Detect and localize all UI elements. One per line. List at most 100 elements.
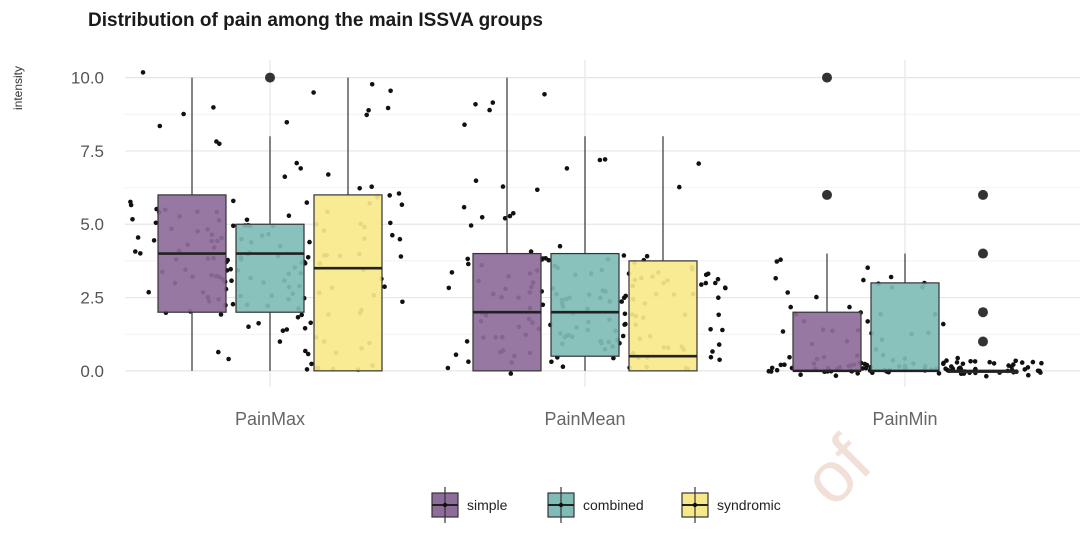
jitter-point (622, 311, 628, 317)
jitter-point (716, 342, 722, 347)
jitter-point (773, 276, 778, 281)
jitter-point (540, 302, 546, 308)
jitter-point (1019, 360, 1025, 365)
jitter-point (280, 328, 286, 334)
jitter-point (696, 161, 701, 166)
jitter-point (677, 184, 682, 190)
jitter-point (949, 364, 954, 369)
jitter-point (788, 304, 793, 310)
jitter-point (703, 280, 709, 286)
jitter-point (466, 261, 471, 267)
jitter-point (1026, 372, 1031, 378)
jitter-point (226, 356, 231, 362)
jitter-point (619, 299, 624, 304)
jitter-point (388, 88, 393, 94)
jitter-point (1013, 358, 1018, 364)
y-tick-label: 7.5 (80, 142, 104, 161)
jitter-point (535, 187, 540, 193)
jitter-point (708, 354, 714, 360)
jitter-point (611, 355, 616, 361)
jitter-point (244, 217, 250, 223)
jitter-point (303, 348, 308, 354)
outlier-point (822, 189, 832, 200)
jitter-point (382, 284, 387, 290)
chart-title: Distribution of pain among the main ISSV… (88, 10, 543, 31)
jitter-point (888, 274, 894, 280)
jitter-point (782, 362, 787, 368)
y-tick-label: 5.0 (80, 215, 104, 234)
jitter-point (621, 253, 627, 258)
jitter-point (399, 202, 405, 207)
y-tick-label: 0.0 (80, 362, 104, 381)
jitter-point (508, 371, 514, 376)
jitter-point (774, 259, 780, 264)
jitter-point (286, 213, 292, 218)
jitter-point (722, 285, 728, 291)
outlier-point (978, 336, 988, 347)
jitter-point (1022, 367, 1028, 372)
jitter-point (941, 361, 946, 367)
jitter-point (622, 295, 627, 301)
jitter-point (941, 321, 946, 327)
jitter-point (991, 361, 997, 366)
jitter-point (560, 364, 566, 370)
jitter-point (473, 178, 479, 183)
jitter-point (528, 249, 534, 254)
jitter-point (218, 312, 224, 317)
legend-label-syndromic: syndromic (717, 497, 781, 513)
jitter-point (847, 304, 852, 310)
jitter-point (130, 217, 135, 222)
outlier-point (978, 307, 988, 318)
box-simple (792, 311, 862, 372)
jitter-point (461, 204, 467, 210)
x-tick-label: PainMax (235, 409, 305, 429)
jitter-point (282, 174, 288, 179)
jitter-point (369, 184, 375, 189)
jitter-point (446, 285, 452, 291)
legend-label-simple: simple (467, 497, 508, 513)
jitter-point (502, 216, 508, 221)
jitter-point (284, 327, 290, 332)
jitter-point (716, 295, 721, 301)
jitter-point (231, 223, 236, 229)
jitter-point (468, 223, 474, 228)
jitter-point (307, 239, 312, 245)
legend-key-point (692, 502, 698, 508)
jitter-point (787, 355, 792, 360)
jitter-point (453, 352, 459, 358)
x-tick-label: PainMin (872, 409, 937, 429)
jitter-point (865, 265, 870, 271)
jitter-point (865, 319, 870, 324)
watermark-text: of (788, 421, 888, 521)
outlier-point (822, 72, 832, 83)
jitter-point (954, 360, 960, 365)
box-syndromic (628, 260, 698, 372)
jitter-point (230, 301, 236, 307)
y-axis: 0.0 2.5 5.0 7.5 10.0 (71, 69, 104, 381)
jitter-point (487, 107, 492, 113)
jitter-point (557, 243, 563, 249)
jitter-point (1039, 360, 1044, 366)
legend-key-point (558, 502, 564, 508)
jitter-point (957, 365, 963, 371)
x-tick-label: PainMean (544, 409, 625, 429)
jitter-point (128, 202, 134, 208)
jitter-point (229, 278, 234, 284)
box-combined (870, 282, 940, 372)
legend: simple combined syndromic (431, 487, 781, 523)
jitter-point (814, 294, 819, 300)
jitter-point (465, 256, 471, 262)
jitter-point (713, 280, 718, 286)
jitter-point (400, 299, 405, 305)
jitter-point (396, 191, 402, 196)
jitter-point (864, 362, 870, 368)
jitter-point (357, 186, 363, 191)
jitter-point (309, 361, 314, 367)
jitter-point (620, 333, 626, 339)
jitter-point (861, 277, 866, 283)
box-syndromic (313, 194, 383, 372)
jitter-point (284, 120, 290, 125)
jitter-point (1038, 370, 1043, 375)
jitter-point (778, 362, 784, 368)
